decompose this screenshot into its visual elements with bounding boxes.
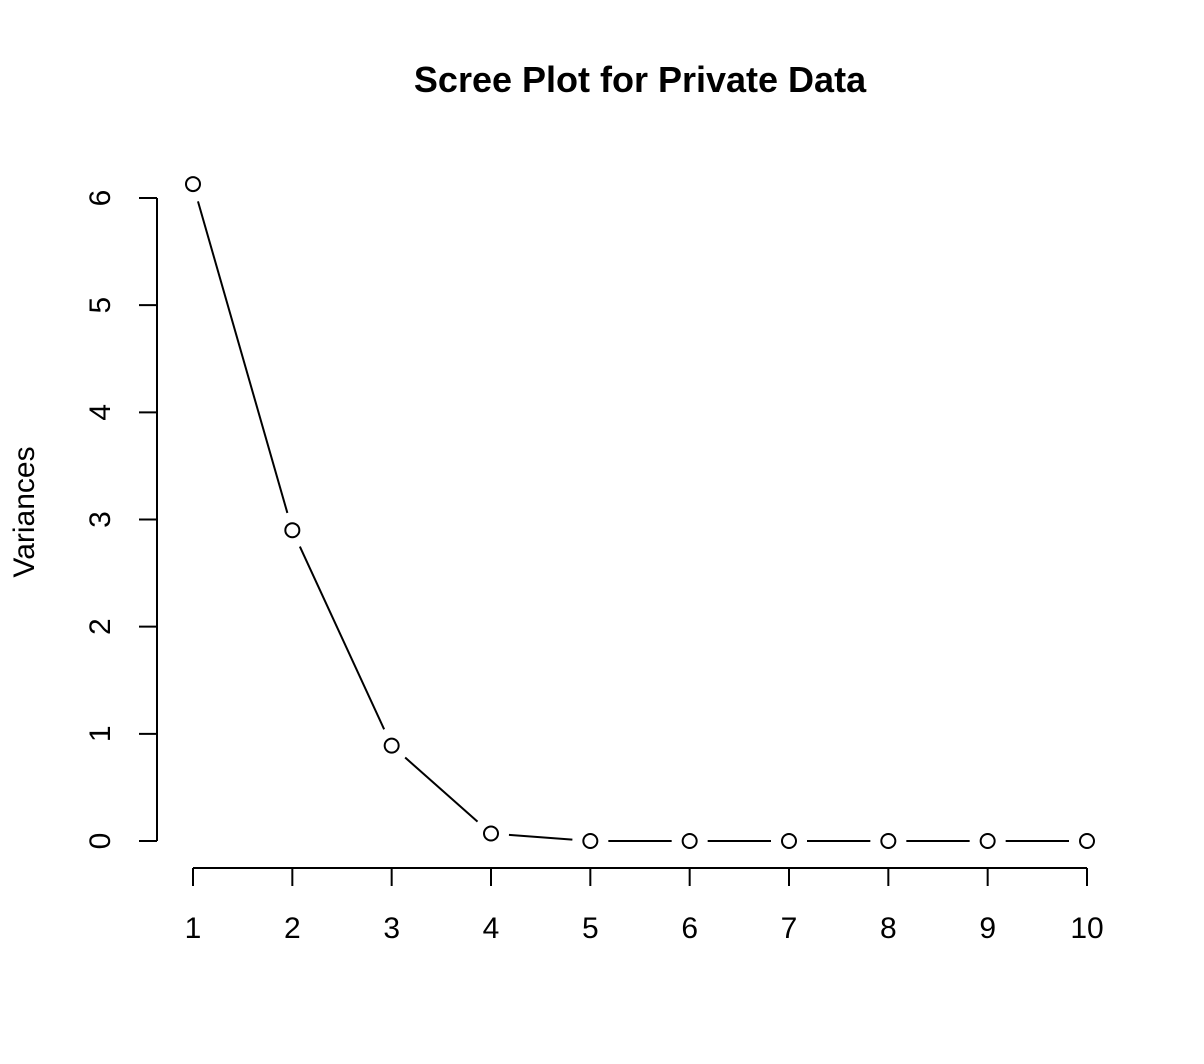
x-tick-label: 7 bbox=[781, 912, 798, 945]
series-line bbox=[197, 201, 1069, 842]
y-tick-label: 3 bbox=[84, 511, 117, 528]
data-point bbox=[1079, 833, 1095, 849]
x-tick-label: 3 bbox=[383, 912, 400, 945]
x-tick-label: 5 bbox=[582, 912, 599, 945]
y-tick-label: 1 bbox=[84, 725, 117, 742]
data-point bbox=[582, 833, 599, 849]
x-tick-label: 2 bbox=[284, 912, 301, 945]
x-tick-label: 10 bbox=[1070, 912, 1103, 945]
x-tick-label: 4 bbox=[483, 912, 500, 945]
series-segment bbox=[197, 201, 289, 514]
series-segment bbox=[508, 833, 573, 841]
x-tick-label: 1 bbox=[185, 912, 202, 945]
y-axis: 0 1 2 3 4 5 6 bbox=[84, 190, 158, 850]
data-point bbox=[185, 176, 201, 193]
data-point bbox=[880, 833, 897, 849]
series-points bbox=[185, 176, 1095, 849]
data-point bbox=[284, 522, 301, 539]
data-point bbox=[781, 833, 797, 849]
series-segment bbox=[404, 756, 479, 823]
y-tick-label: 2 bbox=[84, 618, 117, 635]
y-tick-label: 0 bbox=[84, 833, 117, 850]
data-point bbox=[681, 833, 698, 849]
x-tick-label: 6 bbox=[681, 912, 698, 945]
y-tick-label: 4 bbox=[84, 404, 117, 421]
y-axis-label: Variances bbox=[8, 446, 41, 577]
x-axis: 1 2 3 4 5 6 7 8 9 10 bbox=[185, 867, 1104, 945]
data-point bbox=[979, 833, 996, 849]
x-tick-label: 8 bbox=[880, 912, 897, 945]
chart-title: Scree Plot for Private Data bbox=[414, 59, 867, 100]
y-tick-label: 5 bbox=[84, 297, 117, 314]
series-segment bbox=[298, 546, 386, 730]
y-tick-label: 6 bbox=[84, 190, 117, 207]
x-tick-label: 9 bbox=[979, 912, 996, 945]
data-point bbox=[483, 825, 499, 842]
data-point bbox=[383, 737, 400, 754]
